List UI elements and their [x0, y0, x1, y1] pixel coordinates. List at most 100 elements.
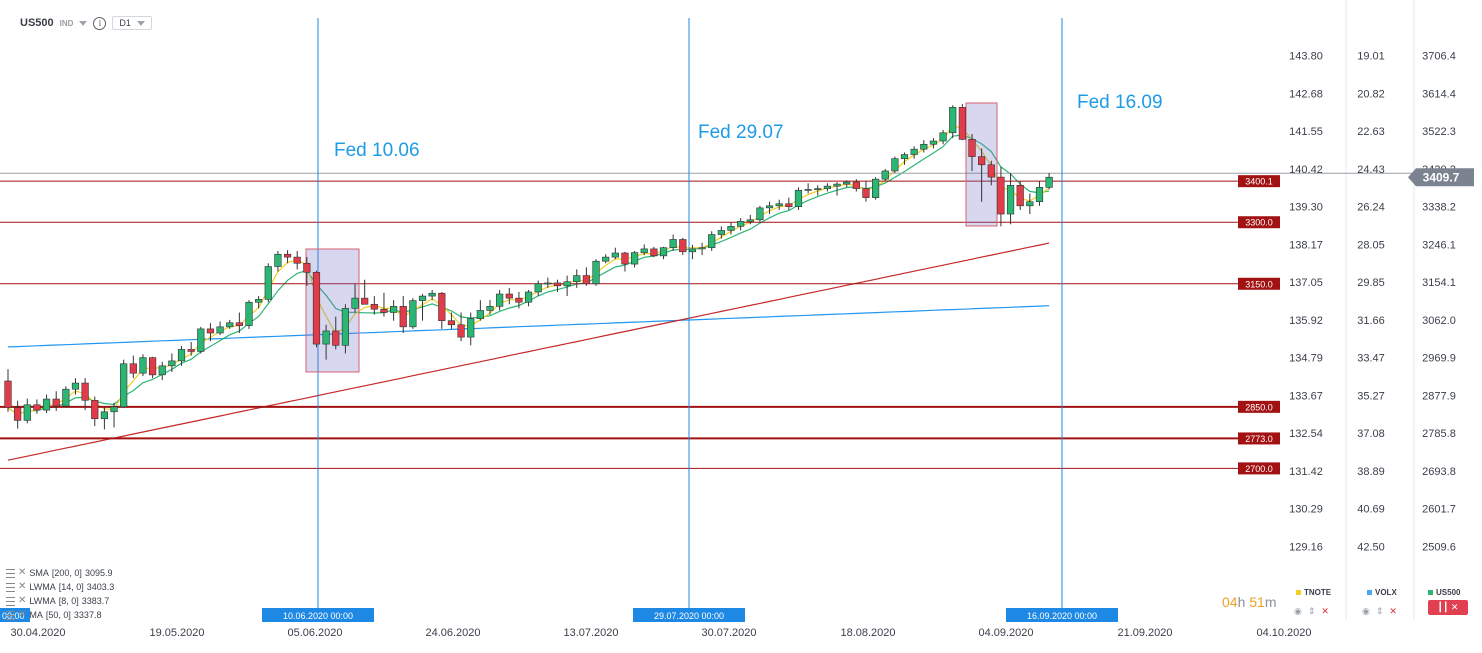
candle-body-29: [283, 253, 292, 258]
settings-lines-icon[interactable]: [6, 568, 15, 578]
candle-body-63: [611, 252, 619, 258]
indicator-value: 3403.3: [86, 582, 115, 592]
candles-icon[interactable]: ┃┃: [1437, 602, 1449, 612]
candle-body-96: [929, 140, 938, 145]
settings-lines-icon[interactable]: [6, 610, 15, 620]
candle-body-97: [939, 132, 947, 142]
scale-volx-tick-9: 35.27: [1357, 390, 1385, 402]
remove-indicator-icon[interactable]: ✕: [18, 567, 27, 578]
candle-body-3: [33, 404, 41, 411]
chart-toolbar: US500 IND i D1: [0, 12, 152, 34]
candle-body-86: [833, 183, 841, 187]
x-tick-label-4: 13.07.2020: [563, 627, 618, 639]
pane-us500-controls[interactable]: ┃┃ ✕: [1428, 600, 1468, 615]
scale-primary-tick-11: 2693.8: [1422, 466, 1456, 478]
sort-icon[interactable]: ⇕: [1375, 606, 1384, 616]
scale-volx-tick-6: 29.85: [1357, 277, 1385, 289]
candle-body-30: [293, 256, 301, 264]
candle-body-31: [303, 262, 311, 273]
current-price-label: 3409.7: [1423, 171, 1460, 185]
eye-icon[interactable]: ◉: [1294, 606, 1302, 616]
candle-body-101: [978, 156, 986, 166]
x-tick-label-2: 05.06.2020: [287, 627, 342, 639]
candle-body-43: [418, 295, 427, 301]
pane-tnote[interactable]: TNOTE: [1296, 588, 1331, 597]
candle-body-79: [765, 205, 774, 209]
candle-body-102: [987, 164, 995, 178]
timeframe-select[interactable]: D1: [112, 16, 152, 30]
legend-row-ma50[interactable]: ✕ MA [50, 0] 3337.8: [6, 608, 114, 622]
candle-body-44: [428, 292, 436, 297]
candle-body-5: [52, 398, 60, 407]
event-annotation-2: Fed 16.09: [1077, 92, 1163, 113]
scale-tnote-tick-9: 133.67: [1289, 390, 1323, 402]
pane-us500[interactable]: US500: [1428, 588, 1460, 597]
indicator-params: [8, 0]: [58, 596, 79, 606]
candle-body-84: [814, 188, 822, 190]
candle-body-16: [158, 365, 166, 376]
candle-body-11: [110, 406, 118, 413]
scale-volx-tick-4: 26.24: [1357, 202, 1385, 214]
indicator-params: [14, 0]: [58, 582, 84, 592]
pane-tnote-controls: ◉ ⇕ ✕: [1294, 606, 1329, 617]
symbol-dropdown-icon[interactable]: [79, 20, 88, 26]
x-tick-label-6: 18.08.2020: [840, 627, 895, 639]
sort-icon[interactable]: ⇕: [1307, 606, 1316, 616]
scale-primary-tick-5: 3246.1: [1422, 239, 1456, 251]
candle-body-14: [139, 357, 147, 374]
pane-volx[interactable]: VOLX: [1367, 588, 1397, 597]
legend-row-lwma8[interactable]: ✕ LWMA [8, 0] 3383.7: [6, 594, 114, 608]
candle-body-76: [737, 221, 745, 227]
candle-body-23: [226, 322, 234, 328]
candle-body-34: [332, 330, 340, 346]
legend-row-sma200[interactable]: ✕ SMA [200, 0] 3095.9: [6, 566, 114, 580]
close-icon[interactable]: ✕: [1321, 606, 1329, 616]
eye-icon[interactable]: ◉: [1362, 606, 1370, 616]
candle-body-83: [804, 189, 812, 191]
candle-body-105: [1016, 185, 1024, 207]
indicator-value: 3095.9: [84, 568, 113, 578]
candle-body-49: [476, 310, 484, 319]
indicator-name: SMA: [29, 568, 49, 578]
level-tag-4: [1238, 432, 1280, 445]
candle-body-92: [891, 158, 899, 172]
candle-body-26: [255, 299, 263, 303]
event-annotation-1: Fed 29.07: [698, 122, 784, 143]
candle-body-22: [216, 326, 224, 334]
scale-tnote-tick-5: 138.17: [1289, 239, 1323, 251]
level-label-4: 2773.0: [1245, 434, 1273, 444]
scale-volx-tick-5: 28.05: [1357, 239, 1385, 251]
chevron-down-icon: [136, 20, 145, 26]
scale-tnote-tick-0: 143.80: [1289, 51, 1323, 63]
remove-indicator-icon[interactable]: ✕: [18, 595, 27, 606]
indicator-params: [200, 0]: [51, 568, 82, 578]
candle-body-64: [621, 252, 629, 265]
scale-volx-tick-13: 42.50: [1357, 542, 1385, 554]
settings-lines-icon[interactable]: [6, 582, 15, 592]
legend-row-lwma14[interactable]: ✕ LWMA [14, 0] 3403.3: [6, 580, 114, 594]
close-icon[interactable]: ✕: [1389, 606, 1397, 616]
level-tag-2: [1238, 277, 1280, 290]
info-icon[interactable]: i: [93, 16, 107, 30]
candle-body-17: [168, 360, 176, 367]
x-tick-label-5: 30.07.2020: [701, 627, 756, 639]
scale-tnote-tick-10: 132.54: [1289, 428, 1323, 440]
scale-tnote-tick-7: 135.92: [1289, 315, 1323, 327]
symbol-label[interactable]: US500: [20, 17, 54, 29]
candle-body-107: [1035, 187, 1044, 203]
candle-body-106: [1026, 201, 1034, 207]
settings-lines-icon[interactable]: [6, 596, 15, 606]
scale-tnote-tick-12: 130.29: [1289, 504, 1323, 516]
candle-body-70: [679, 239, 687, 253]
remove-indicator-icon[interactable]: ✕: [18, 581, 27, 592]
scale-primary-tick-0: 3706.4: [1422, 51, 1456, 63]
candle-body-61: [592, 260, 600, 285]
close-icon[interactable]: ✕: [1450, 602, 1459, 612]
candle-body-67: [650, 248, 658, 257]
level-label-0: 3400.1: [1245, 177, 1273, 187]
candle-body-65: [630, 252, 639, 265]
level-label-2: 3150.0: [1245, 279, 1273, 289]
remove-indicator-icon[interactable]: ✕: [18, 609, 27, 620]
candle-body-47: [457, 324, 465, 338]
